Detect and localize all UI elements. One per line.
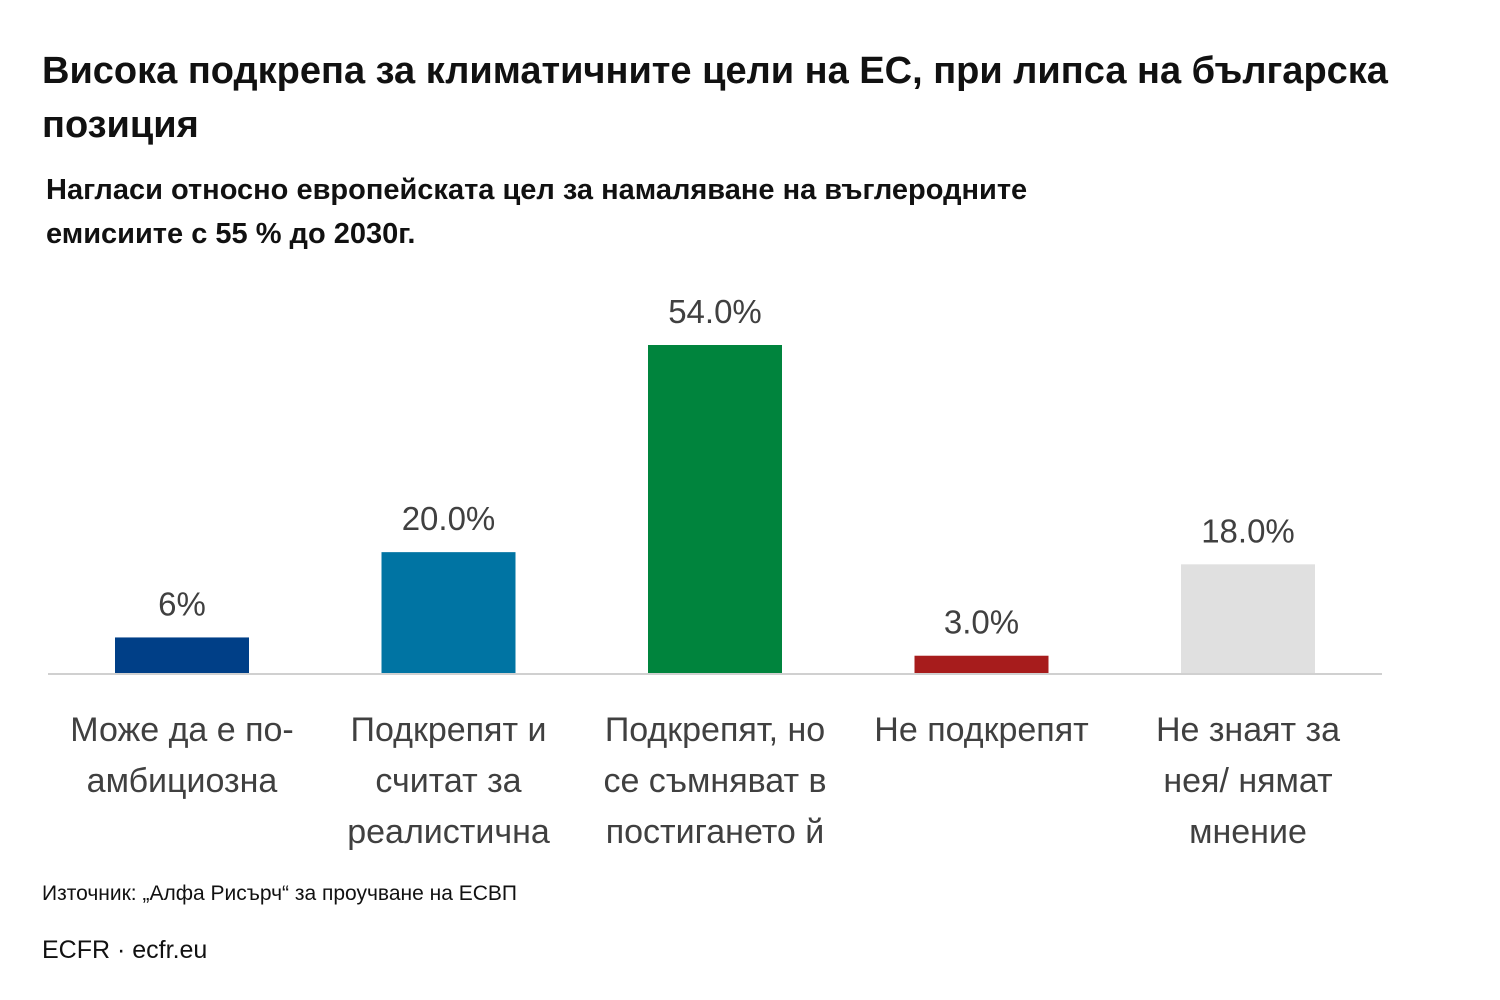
category-label-line: мнение bbox=[1189, 813, 1307, 851]
chart-title: Висока подкрепа за климатичните цели на … bbox=[42, 50, 1388, 146]
category-label-line: реалистична bbox=[347, 813, 550, 851]
bar-2 bbox=[381, 552, 516, 674]
category-label-1: Може да е по-амбициозна bbox=[70, 711, 294, 800]
bar-1 bbox=[115, 637, 249, 674]
category-label-line: Подкрепят, но bbox=[605, 711, 825, 749]
category-label-line: нея/ нямат bbox=[1163, 762, 1332, 800]
category-label-2: Подкрепят и считат за реалистична bbox=[347, 711, 550, 851]
category-label-line: се съмняват в bbox=[603, 762, 826, 800]
category-label-3: Подкрепят, но се съмняват в постигането й bbox=[603, 711, 826, 851]
data-label-2: 20.0% bbox=[402, 500, 496, 537]
category-label-line: считат за bbox=[375, 762, 521, 800]
category-label-5: Не знаят за нея/ нямат мнение bbox=[1156, 711, 1340, 851]
data-label-1: 6% bbox=[158, 585, 206, 622]
category-label-line: Не знаят за bbox=[1156, 711, 1340, 749]
source-note: Източник: „Алфа Рисърч“ за проучване на … bbox=[42, 882, 518, 905]
category-label-4: Не подкрепят bbox=[874, 711, 1088, 749]
category-label-line: постигането й bbox=[606, 813, 825, 851]
data-label-3: 54.0% bbox=[668, 293, 762, 330]
category-label-line: Не подкрепят bbox=[874, 711, 1088, 749]
footer-credit: ECFR · ecfr.eu bbox=[42, 936, 208, 964]
data-label-5: 18.0% bbox=[1201, 512, 1295, 549]
data-label-4: 3.0% bbox=[944, 604, 1019, 641]
bar-3 bbox=[648, 345, 782, 674]
category-label-line: Подкрепят и bbox=[351, 711, 547, 749]
bar-5 bbox=[1181, 564, 1315, 674]
category-label-line: амбициозна bbox=[87, 762, 278, 800]
chart-subtitle: Нагласи относно европейската цел за нама… bbox=[46, 174, 1028, 250]
category-label-line: Може да е по- bbox=[70, 711, 294, 749]
bar-4 bbox=[914, 655, 1049, 674]
